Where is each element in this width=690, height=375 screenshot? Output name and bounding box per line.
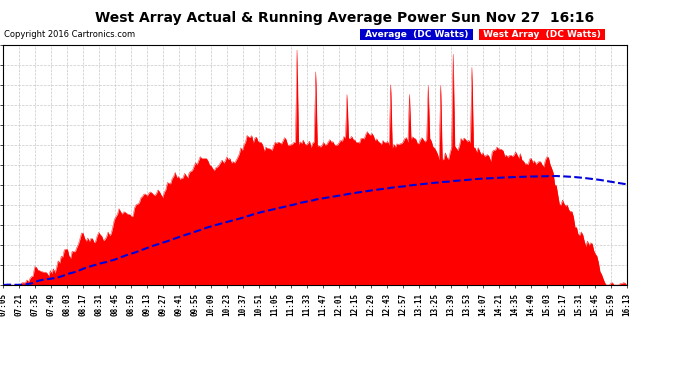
Text: Copyright 2016 Cartronics.com: Copyright 2016 Cartronics.com <box>4 30 135 39</box>
Text: West Array  (DC Watts): West Array (DC Watts) <box>480 30 604 39</box>
Text: West Array Actual & Running Average Power Sun Nov 27  16:16: West Array Actual & Running Average Powe… <box>95 11 595 25</box>
Text: Average  (DC Watts): Average (DC Watts) <box>362 30 471 39</box>
